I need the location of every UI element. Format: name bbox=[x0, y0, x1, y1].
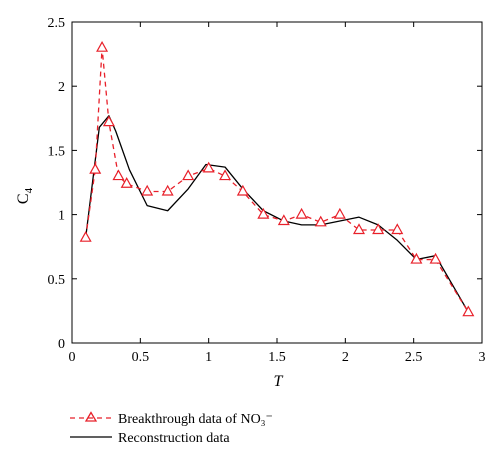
x-tick-label: 0.5 bbox=[132, 350, 150, 365]
breakthrough-point bbox=[112, 169, 125, 181]
breakthrough-point bbox=[314, 215, 327, 227]
breakthrough-point bbox=[391, 223, 404, 235]
plot-frame bbox=[71, 21, 483, 344]
breakthrough-point bbox=[120, 177, 133, 188]
x-tick-label: 1 bbox=[205, 350, 212, 365]
legend-swatch-breakthrough-marker bbox=[84, 411, 98, 422]
legend-label-reconstruction: Reconstruction data bbox=[118, 431, 230, 446]
axes bbox=[71, 21, 483, 344]
breakthrough-point bbox=[182, 169, 195, 181]
breakthrough-point bbox=[236, 184, 249, 196]
series-layer bbox=[79, 40, 475, 317]
breakthrough-point bbox=[352, 223, 366, 235]
legend-item-reconstruction: Reconstruction data bbox=[70, 431, 230, 446]
y-tick-label: 0 bbox=[58, 337, 65, 352]
x-axis-title: T bbox=[274, 373, 284, 390]
breakthrough-point bbox=[372, 223, 385, 235]
x-tick-label: 2 bbox=[342, 350, 349, 365]
y-axis-title-subscript: 4 bbox=[23, 187, 35, 193]
legend-label-breakthrough: Breakthrough data of NO₃⁻ bbox=[118, 412, 273, 427]
ticks: 0 0.5 1 1.5 2 2.5 3 0 0.5 1 1.5 2 2.5 bbox=[48, 16, 486, 365]
breakthrough-point bbox=[102, 115, 115, 127]
breakthrough-point bbox=[141, 184, 154, 196]
y-axis-title-main: C bbox=[15, 193, 32, 204]
y-tick-label: 0.5 bbox=[48, 273, 66, 288]
x-tick-label: 2.5 bbox=[405, 350, 423, 365]
x-tick-label: 3 bbox=[479, 350, 486, 365]
legend-item-breakthrough: Breakthrough data of NO₃⁻ bbox=[70, 411, 273, 427]
x-tick-label: 0 bbox=[69, 350, 76, 365]
breakthrough-point bbox=[410, 252, 423, 264]
series-line-reconstruction bbox=[85, 115, 469, 313]
breakthrough-point bbox=[161, 184, 174, 196]
breakthrough-point bbox=[277, 214, 290, 226]
breakthrough-point bbox=[333, 207, 346, 219]
y-tick-label: 1 bbox=[58, 209, 65, 224]
y-axis-title: C4 bbox=[15, 187, 35, 204]
y-tick-label: 2.5 bbox=[48, 16, 66, 31]
breakthrough-point bbox=[89, 162, 102, 174]
x-tick-label: 1.5 bbox=[268, 350, 286, 365]
breakthrough-point bbox=[96, 40, 109, 52]
breakthrough-point bbox=[257, 207, 270, 219]
y-tick-label: 2 bbox=[58, 80, 65, 95]
breakthrough-point bbox=[429, 252, 442, 264]
legend: Breakthrough data of NO₃⁻ Reconstruction… bbox=[70, 411, 273, 446]
breakthrough-point bbox=[462, 305, 475, 317]
breakthrough-point bbox=[202, 161, 215, 173]
y-tick-label: 1.5 bbox=[48, 144, 66, 159]
breakthrough-point bbox=[295, 207, 308, 219]
series-line-breakthrough bbox=[85, 47, 469, 313]
breakthrough-point bbox=[219, 169, 232, 181]
breakthrough-point bbox=[79, 230, 92, 242]
